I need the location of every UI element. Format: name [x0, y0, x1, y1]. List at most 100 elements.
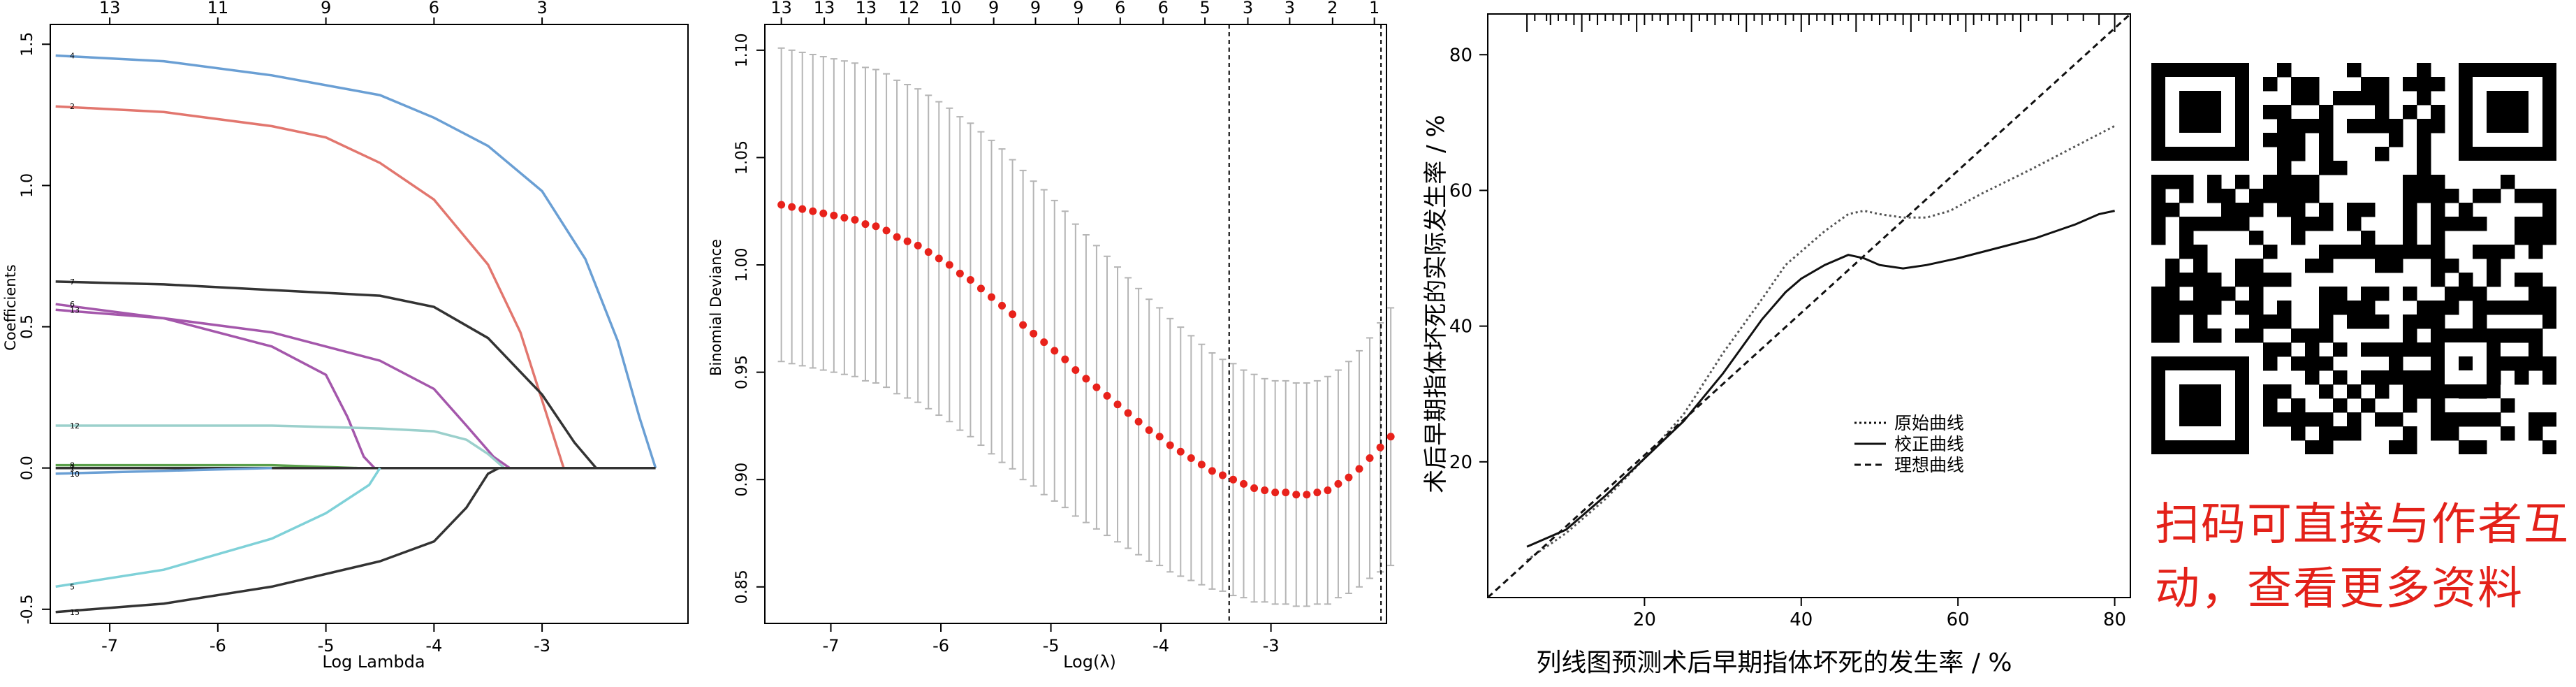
path-label: 13: [70, 305, 80, 314]
deviance-point: [893, 233, 901, 241]
deviance-point: [1386, 433, 1395, 441]
deviance-point: [914, 241, 922, 250]
y-tick-label: 60: [1449, 180, 1472, 201]
top-tick-label: 13: [814, 0, 835, 17]
path-label: 1: [70, 464, 75, 473]
y-axis-label: Binomial Deviance: [708, 239, 724, 376]
x-axis-label: Log(λ): [1063, 652, 1116, 672]
top-tick-label: 9: [321, 0, 331, 17]
top-tick-label: 1: [1369, 0, 1380, 17]
x-tick-label: 40: [1790, 609, 1813, 630]
x-tick-label: 80: [2103, 609, 2126, 630]
y-axis-label: Coefficients: [2, 264, 19, 351]
path-label: 10: [70, 470, 80, 479]
y-tick-label: 80: [1449, 45, 1472, 66]
deviance-point: [1187, 454, 1195, 462]
top-tick-label: 11: [207, 0, 229, 17]
y-tick-label: 1.00: [733, 248, 751, 282]
deviance-point: [935, 254, 943, 263]
deviance-point: [1134, 417, 1143, 426]
deviance-point: [1229, 475, 1237, 484]
y-tick-label: 40: [1449, 317, 1472, 338]
top-tick-label: 3: [536, 0, 547, 17]
deviance-point: [966, 276, 974, 284]
x-tick-label: 60: [1947, 609, 1970, 630]
calibration-curve: [1526, 124, 2116, 561]
top-tick-label: 5: [1199, 0, 1210, 17]
deviance-point: [1313, 489, 1322, 497]
y-tick-label: 0.85: [733, 570, 751, 604]
path-label: 2: [70, 102, 75, 111]
x-tick-label: -5: [1043, 636, 1060, 656]
top-tick-label: 3: [1285, 0, 1295, 17]
deviance-point: [1124, 409, 1132, 417]
top-tick-label: 12: [898, 0, 920, 17]
deviance-point: [872, 222, 880, 231]
deviance-point: [1366, 454, 1374, 462]
deviance-point: [1345, 473, 1353, 482]
coefficient-path: [55, 308, 511, 470]
x-tick-label: -7: [823, 636, 840, 656]
x-tick-label: 20: [1633, 609, 1656, 630]
deviance-point: [1019, 321, 1027, 329]
deviance-point: [1166, 441, 1174, 449]
legend-label: 理想曲线: [1894, 455, 1964, 475]
coefficient-path: [55, 467, 500, 614]
x-tick-label: -7: [101, 636, 118, 656]
path-label: 15: [70, 608, 80, 617]
coefficient-path: [55, 463, 359, 470]
y-tick-label: 1.10: [733, 33, 751, 67]
coefficient-path: [55, 105, 565, 469]
deviance-point: [998, 301, 1007, 310]
deviance-point: [861, 220, 870, 229]
coefficient-path: [55, 466, 272, 475]
calibration-curve: [1526, 210, 2115, 548]
deviance-point: [1208, 467, 1216, 475]
deviance-point: [1145, 426, 1153, 435]
y-tick-label: 20: [1449, 452, 1472, 473]
top-tick-label: 2: [1327, 0, 1338, 17]
deviance-point: [903, 237, 912, 245]
deviance-point: [1051, 347, 1059, 355]
x-tick-label: -3: [534, 636, 550, 656]
deviance-point: [1197, 461, 1206, 469]
deviance-point: [1240, 479, 1248, 488]
y-tick-label: 0.0: [19, 456, 36, 480]
qr-caption-line-2: 动，查看更多资料: [2155, 563, 2524, 615]
coefficient-path: [55, 467, 381, 588]
qr-code[interactable]: [2151, 63, 2557, 455]
deviance-point: [1324, 486, 1332, 495]
legend-label: 原始曲线: [1894, 413, 1964, 433]
y-axis-label: 术后早期指体坏死的实际发生率 / %: [1422, 115, 1450, 493]
deviance-point: [945, 261, 953, 269]
calibration-curve: [1486, 13, 2132, 599]
deviance-point: [956, 269, 964, 277]
x-tick-label: -4: [425, 636, 442, 656]
qr-caption-line-1: 扫码可直接与作者互: [2155, 499, 2570, 551]
coefficient-path: [55, 280, 597, 469]
x-tick-label: -6: [932, 636, 949, 656]
deviance-point: [1250, 484, 1259, 492]
top-tick-label: 9: [988, 0, 999, 17]
deviance-point: [1082, 375, 1090, 383]
x-axis-label: Log Lambda: [322, 652, 425, 672]
y-tick-label: 0.95: [733, 355, 751, 389]
deviance-point: [1040, 338, 1048, 347]
top-tick-label: 6: [429, 0, 439, 17]
deviance-point: [777, 201, 786, 209]
path-label: 12: [70, 421, 80, 431]
deviance-point: [1376, 443, 1384, 451]
y-tick-label: -0.5: [19, 594, 36, 624]
deviance-point: [1271, 489, 1280, 497]
deviance-point: [819, 209, 828, 217]
deviance-point: [1030, 329, 1038, 338]
path-label: 4: [70, 51, 75, 60]
top-tick-label: 13: [770, 0, 792, 17]
deviance-point: [1292, 491, 1301, 499]
deviance-point: [1103, 391, 1111, 400]
deviance-point: [1303, 491, 1311, 499]
top-tick-label: 6: [1158, 0, 1169, 17]
deviance-point: [987, 293, 995, 301]
